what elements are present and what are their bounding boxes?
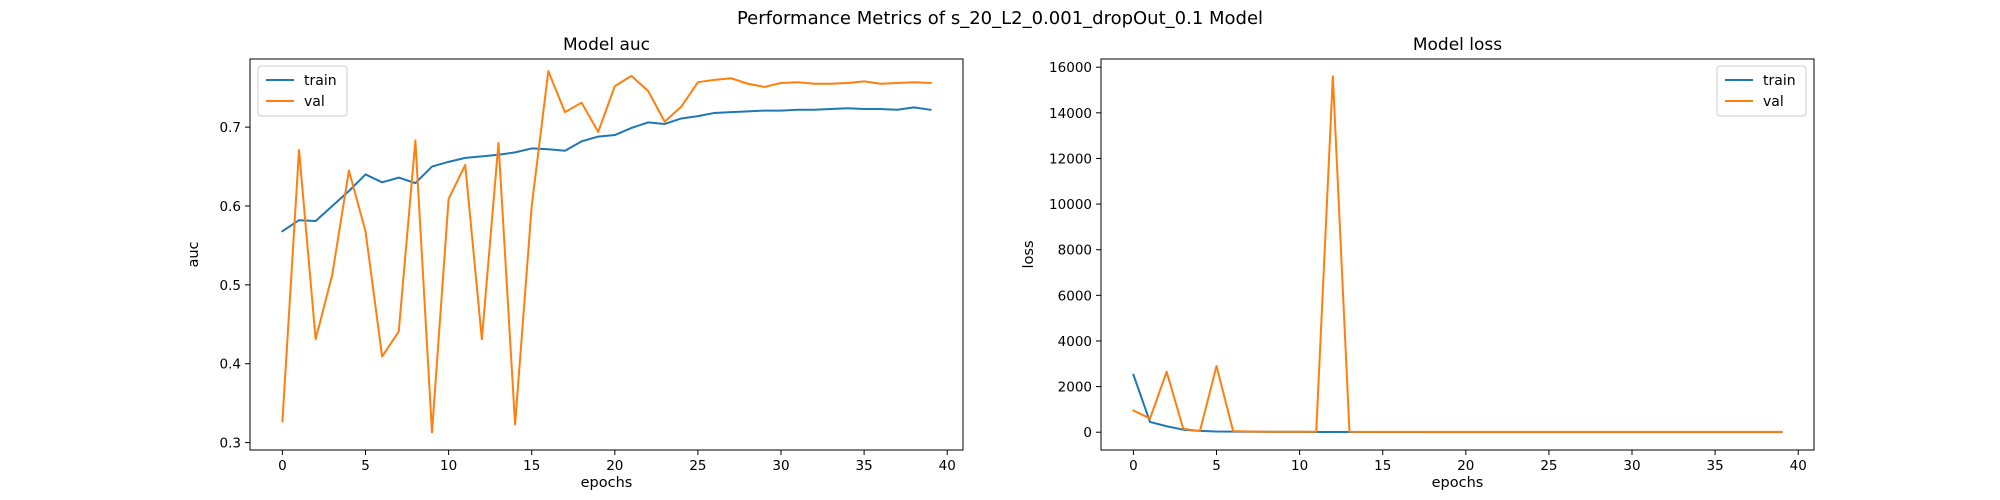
legend-label-train: train (1763, 73, 1796, 89)
x-tick-label: 5 (361, 458, 370, 474)
x-tick-label: 35 (1707, 458, 1724, 474)
legend: train val (1716, 65, 1807, 117)
y-axis-label: auc (186, 241, 202, 267)
y-tick-label: 0.6 (220, 199, 241, 215)
y-tick-label: 0.7 (220, 120, 241, 136)
y-tick-label: 16000 (1049, 60, 1092, 76)
axes-frame (249, 58, 964, 451)
legend-label-train: train (304, 73, 337, 89)
x-tick-label: 10 (1291, 458, 1308, 474)
x-tick-label: 10 (440, 458, 457, 474)
series-line-val (281, 70, 932, 434)
x-tick-label: 35 (856, 458, 873, 474)
x-tick-label: 20 (1457, 458, 1474, 474)
y-tick-label: 0.5 (220, 278, 241, 294)
subplot-loss: Model loss epochs loss 0 5 10 15 20 25 30 35 40 0 200… (1021, 35, 1815, 491)
y-tick-label: 6000 (1058, 288, 1092, 304)
y-tick-label: 10000 (1049, 197, 1092, 213)
axes-title: Model auc (563, 35, 650, 55)
legend-box (1716, 65, 1807, 117)
x-tick-label: 0 (1129, 458, 1138, 474)
series-line-val (1132, 75, 1783, 433)
x-tick-label: 40 (939, 458, 956, 474)
axes-title: Model loss (1413, 35, 1502, 55)
axes-frame (1100, 58, 1815, 451)
x-tick-label: 5 (1212, 458, 1221, 474)
legend-label-val: val (1763, 94, 1784, 110)
y-tick-label: 12000 (1049, 151, 1092, 167)
y-tick-label: 4000 (1058, 334, 1092, 350)
subplots: Model auc epochs auc 0 5 10 15 20 25 30 35 40 0.3 0.4… (186, 35, 1815, 491)
x-axis-label: epochs (581, 475, 633, 491)
x-tick-label: 15 (523, 458, 540, 474)
y-tick-label: 0.4 (220, 357, 241, 373)
x-tick-label: 20 (606, 458, 623, 474)
x-tick-label: 25 (689, 458, 706, 474)
x-tick-label: 40 (1790, 458, 1807, 474)
legend: train val (257, 65, 348, 117)
y-tick-label: 0.3 (220, 436, 241, 452)
x-tick-label: 30 (1623, 458, 1640, 474)
x-axis-label: epochs (1432, 475, 1484, 491)
x-tick-label: 15 (1374, 458, 1391, 474)
x-tick-label: 25 (1540, 458, 1557, 474)
y-tick-label: 0 (1083, 425, 1092, 441)
y-axis-label: loss (1021, 240, 1037, 268)
subplot-auc: Model auc epochs auc 0 5 10 15 20 25 30 35 40 0.3 0.4… (186, 35, 964, 491)
y-tick-label: 2000 (1058, 380, 1092, 396)
y-tick-label: 14000 (1049, 106, 1092, 122)
x-tick-label: 0 (278, 458, 287, 474)
x-tick-label: 30 (772, 458, 789, 474)
figure-suptitle: Performance Metrics of s_20_L2_0.001_dro… (737, 8, 1263, 29)
y-tick-label: 8000 (1058, 243, 1092, 259)
series-line-train (281, 106, 932, 233)
legend-label-val: val (304, 94, 325, 110)
legend-box (257, 65, 348, 117)
